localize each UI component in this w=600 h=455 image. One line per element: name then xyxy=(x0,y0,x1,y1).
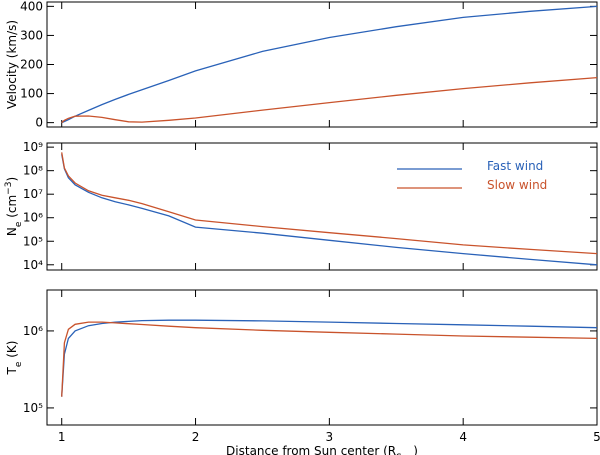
y-tick-label: 10⁶ xyxy=(23,324,43,338)
series-line xyxy=(61,152,598,255)
plot-frame xyxy=(46,1,598,128)
y-tick-label: 10⁷ xyxy=(23,187,43,201)
x-tick-label: 3 xyxy=(326,430,334,444)
label-part: e xyxy=(14,361,24,367)
y-axis-label: Ne (cm−3) xyxy=(4,177,24,236)
y-tick-label: 100 xyxy=(20,87,43,101)
label-part: Velocity (km/s) xyxy=(5,20,19,109)
y-tick-label: 200 xyxy=(20,58,43,72)
y-tick-label: 0 xyxy=(35,116,43,130)
label-part: ) xyxy=(413,444,418,455)
x-tick-label: 4 xyxy=(459,430,467,444)
legend-label: Slow wind xyxy=(487,178,547,192)
plot-frame xyxy=(46,142,598,271)
plot-frame xyxy=(46,289,598,426)
series-line xyxy=(61,321,598,397)
series-line xyxy=(61,154,598,266)
y-tick-label: 10⁵ xyxy=(23,234,43,248)
label-part: (K) xyxy=(5,341,19,362)
label-part: ) xyxy=(5,177,19,182)
x-tick-label: 5 xyxy=(593,430,600,444)
y-axis-label: Te (K) xyxy=(5,341,24,376)
legend-label: Fast wind xyxy=(487,159,543,173)
label-part: Distance from Sun center (R xyxy=(226,444,396,455)
label-part: Sun xyxy=(396,453,413,455)
label-part: (cm xyxy=(5,195,19,222)
label-part: N xyxy=(5,227,19,236)
y-tick-label: 10⁵ xyxy=(23,401,43,415)
y-tick-label: 10⁴ xyxy=(23,258,43,272)
y-tick-label: 10⁶ xyxy=(23,211,43,225)
x-axis-label: Distance from Sun center (RSun) xyxy=(226,444,418,455)
series-line xyxy=(61,76,598,124)
y-tick-label: 10⁸ xyxy=(23,164,43,178)
series-line xyxy=(61,5,598,124)
y-axis-label: Velocity (km/s) xyxy=(5,20,19,109)
y-tick-label: 10⁹ xyxy=(23,140,43,154)
label-part: e xyxy=(14,221,24,227)
x-tick-label: 2 xyxy=(192,430,200,444)
series-line xyxy=(61,319,598,397)
y-tick-label: 400 xyxy=(20,0,43,13)
label-part: −3 xyxy=(4,182,14,195)
x-tick-label: 1 xyxy=(58,430,66,444)
y-tick-label: 300 xyxy=(20,28,43,42)
label-part: T xyxy=(5,366,19,375)
